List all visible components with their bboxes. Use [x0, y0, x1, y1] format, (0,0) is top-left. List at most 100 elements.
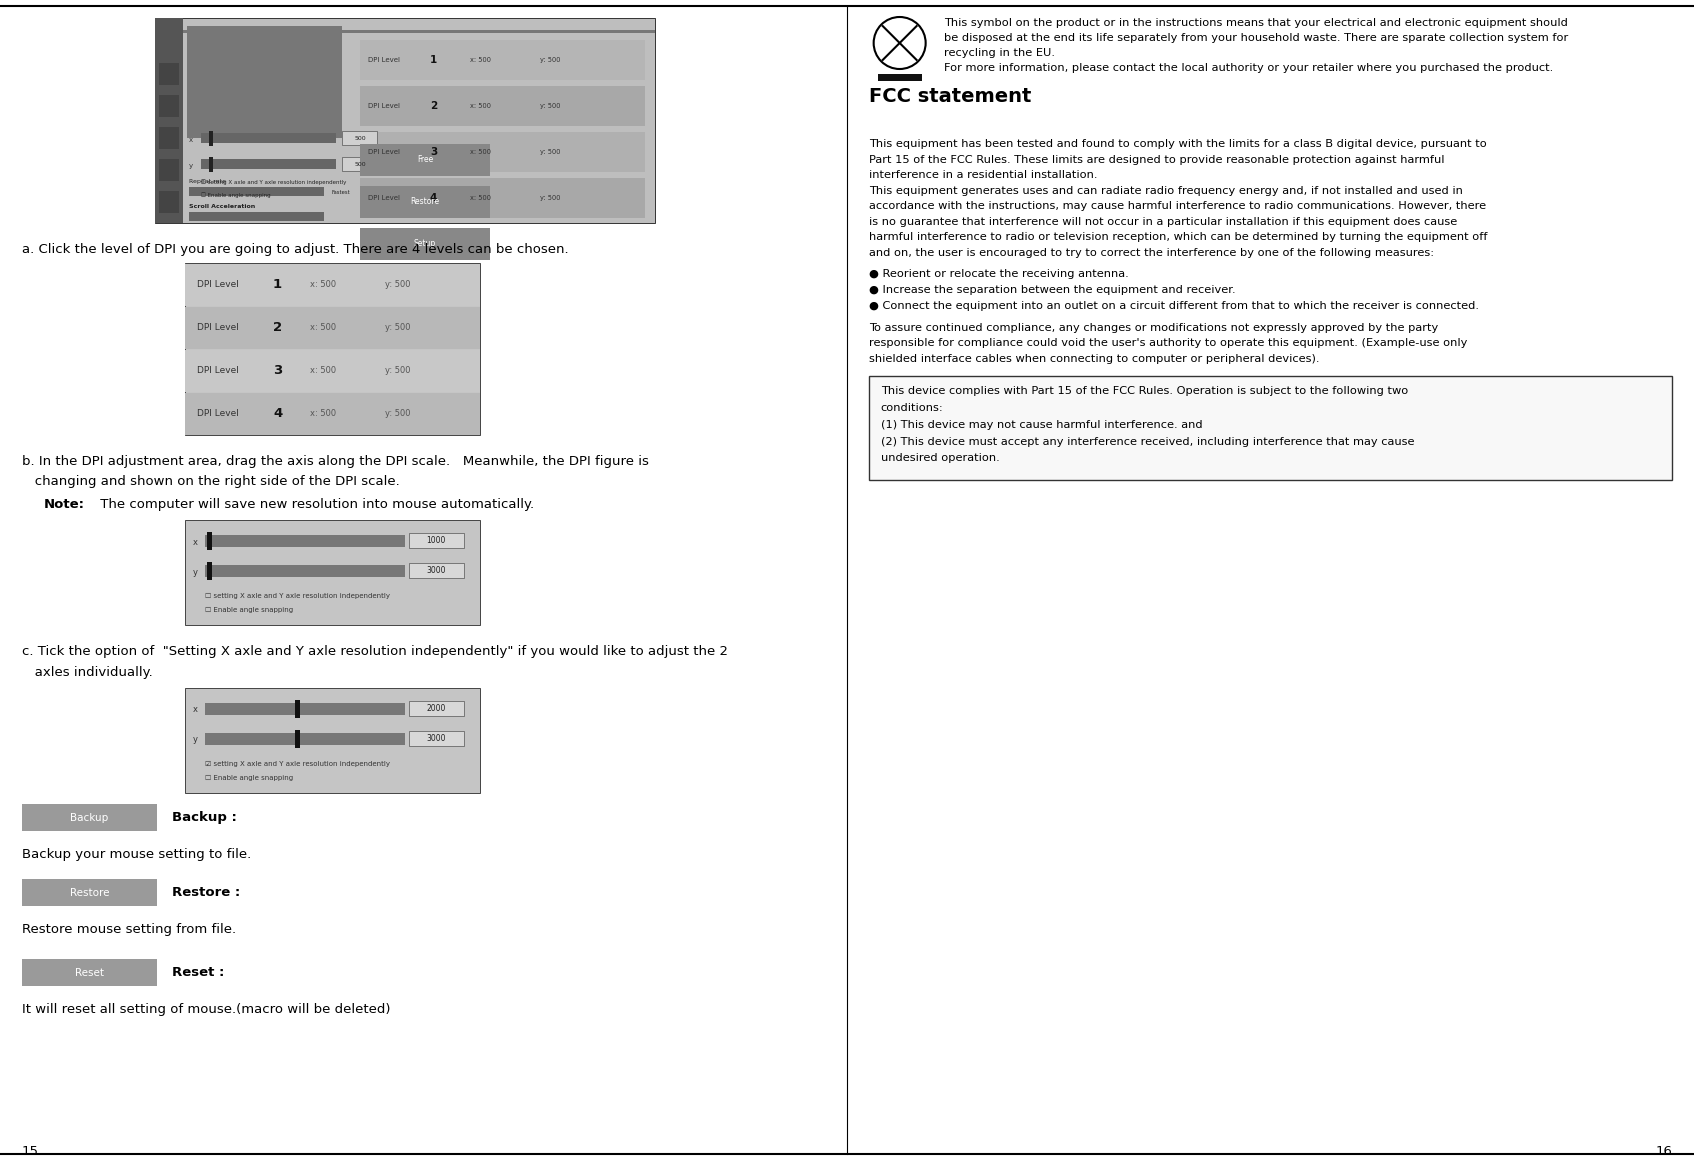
Text: 1: 1	[430, 55, 437, 65]
Text: Part 15 of the FCC Rules. These limits are designed to provide reasonable protec: Part 15 of the FCC Rules. These limits a…	[869, 155, 1445, 164]
Text: ☑ setting X axle and Y axle resolution independently: ☑ setting X axle and Y axle resolution i…	[205, 760, 390, 767]
Text: y: 500: y: 500	[540, 57, 561, 63]
Text: 500: 500	[354, 135, 366, 141]
Bar	[295, 700, 300, 717]
Text: Backup your mouse setting to file.: Backup your mouse setting to file.	[22, 847, 251, 860]
Bar	[185, 688, 479, 793]
Text: DPI Level: DPI Level	[368, 57, 400, 63]
Text: x: 500: x: 500	[310, 281, 335, 289]
Bar	[159, 95, 180, 118]
Text: 3: 3	[430, 147, 437, 157]
Text: y: 500: y: 500	[385, 409, 410, 418]
Text: a. Click the level of DPI you are going to adjust. There are 4 levels can be cho: a. Click the level of DPI you are going …	[22, 243, 569, 256]
Text: The computer will save new resolution into mouse automatically.: The computer will save new resolution in…	[97, 498, 534, 511]
Text: 3: 3	[273, 364, 283, 377]
Text: 16: 16	[1655, 1145, 1672, 1158]
Bar	[408, 533, 464, 548]
Text: Setup: Setup	[413, 240, 435, 248]
Bar	[22, 958, 158, 986]
Bar	[361, 186, 490, 218]
Text: This symbol on the product or in the instructions means that your electrical and: This symbol on the product or in the ins…	[944, 17, 1567, 28]
Text: Reset :: Reset :	[173, 966, 224, 979]
Bar	[202, 133, 335, 143]
Text: (1) This device may not cause harmful interference. and: (1) This device may not cause harmful in…	[881, 420, 1203, 430]
Text: y: 500: y: 500	[540, 102, 561, 109]
Text: 3000: 3000	[427, 567, 446, 575]
Text: recycling in the EU.: recycling in the EU.	[944, 48, 1055, 58]
Bar	[207, 532, 212, 551]
Text: 4: 4	[430, 193, 437, 203]
Text: ☐ setting X axle and Y axle resolution independently: ☐ setting X axle and Y axle resolution i…	[205, 594, 390, 599]
Bar	[190, 187, 324, 196]
Bar	[208, 132, 213, 146]
Text: responsible for compliance could void the user's authority to operate this equip: responsible for compliance could void th…	[869, 338, 1467, 348]
Bar	[159, 191, 180, 213]
Text: This equipment generates uses and can radiate radio frequency energy and, if not: This equipment generates uses and can ra…	[869, 185, 1462, 196]
Text: DPI Level: DPI Level	[197, 322, 239, 332]
Text: ● Increase the separation between the equipment and receiver.: ● Increase the separation between the eq…	[869, 285, 1235, 294]
Bar	[342, 132, 378, 146]
Text: harmful interference to radio or television reception, which can be determined b: harmful interference to radio or televis…	[869, 232, 1487, 242]
Text: axles individually.: axles individually.	[22, 666, 152, 679]
Bar	[205, 566, 405, 577]
Text: Restore: Restore	[69, 887, 108, 897]
Text: Restore :: Restore :	[173, 886, 241, 899]
Bar	[208, 157, 213, 172]
Text: x: 500: x: 500	[469, 149, 491, 155]
Bar	[185, 307, 479, 349]
Bar	[159, 63, 180, 85]
Bar	[205, 703, 405, 715]
Text: be disposed at the end its life separately from your household waste. There are : be disposed at the end its life separate…	[944, 33, 1569, 43]
Text: y: y	[190, 163, 193, 169]
Text: x: 500: x: 500	[469, 102, 491, 109]
Text: x: 500: x: 500	[469, 196, 491, 201]
Text: 15: 15	[22, 1145, 39, 1158]
Bar	[154, 17, 183, 223]
Text: This equipment has been tested and found to comply with the limits for a class B: This equipment has been tested and found…	[869, 139, 1486, 149]
Bar	[877, 74, 922, 81]
Bar	[185, 520, 479, 625]
Bar	[869, 376, 1672, 481]
Text: is no guarantee that interference will not occur in a particular installation if: is no guarantee that interference will n…	[869, 217, 1457, 227]
Text: DPI Level: DPI Level	[197, 409, 239, 418]
Text: ☐ Enable angle snapping: ☐ Enable angle snapping	[205, 608, 293, 613]
Text: Restore: Restore	[410, 198, 439, 206]
Text: x: 500: x: 500	[310, 322, 335, 332]
Text: Note:: Note:	[44, 498, 85, 511]
Bar	[361, 228, 490, 260]
Text: interference in a residential installation.: interference in a residential installati…	[869, 170, 1098, 180]
Bar	[22, 803, 158, 831]
Text: y: 500: y: 500	[385, 281, 410, 289]
Text: ☐ Enable angle snapping: ☐ Enable angle snapping	[202, 192, 271, 198]
Bar	[361, 178, 645, 218]
Text: and on, the user is encouraged to try to correct the interference by one of the : and on, the user is encouraged to try to…	[869, 248, 1433, 257]
Bar	[207, 562, 212, 581]
Text: This device complies with Part 15 of the FCC Rules. Operation is subject to the : This device complies with Part 15 of the…	[881, 386, 1408, 396]
Bar	[159, 127, 180, 149]
Text: c. Tick the option of  "Setting X axle and Y axle resolution independently" if y: c. Tick the option of "Setting X axle an…	[22, 645, 728, 659]
Text: (2) This device must accept any interference received, including interference th: (2) This device must accept any interfer…	[881, 436, 1414, 447]
Bar	[361, 40, 645, 80]
Text: y: 500: y: 500	[385, 365, 410, 375]
Bar	[361, 86, 645, 126]
Text: DPI Level: DPI Level	[368, 149, 400, 155]
Text: DPI Level: DPI Level	[368, 196, 400, 201]
Text: Backup: Backup	[71, 812, 108, 823]
Text: x: 500: x: 500	[310, 409, 335, 418]
Text: ☐ setting X axle and Y axle resolution independently: ☐ setting X axle and Y axle resolution i…	[202, 179, 346, 185]
Bar	[408, 563, 464, 579]
Bar	[190, 212, 324, 221]
Bar	[205, 535, 405, 547]
Text: Repeat rate: Repeat rate	[190, 179, 225, 184]
Text: y: y	[193, 734, 198, 744]
Bar	[185, 350, 479, 392]
Text: x: x	[193, 705, 198, 714]
Text: Backup :: Backup :	[173, 810, 237, 824]
Text: undesired operation.: undesired operation.	[881, 454, 999, 463]
Text: x: x	[193, 538, 198, 547]
Bar	[159, 159, 180, 180]
Bar	[183, 30, 656, 33]
Text: y: 500: y: 500	[540, 196, 561, 201]
Text: y: 500: y: 500	[540, 149, 561, 155]
Bar	[154, 17, 656, 223]
